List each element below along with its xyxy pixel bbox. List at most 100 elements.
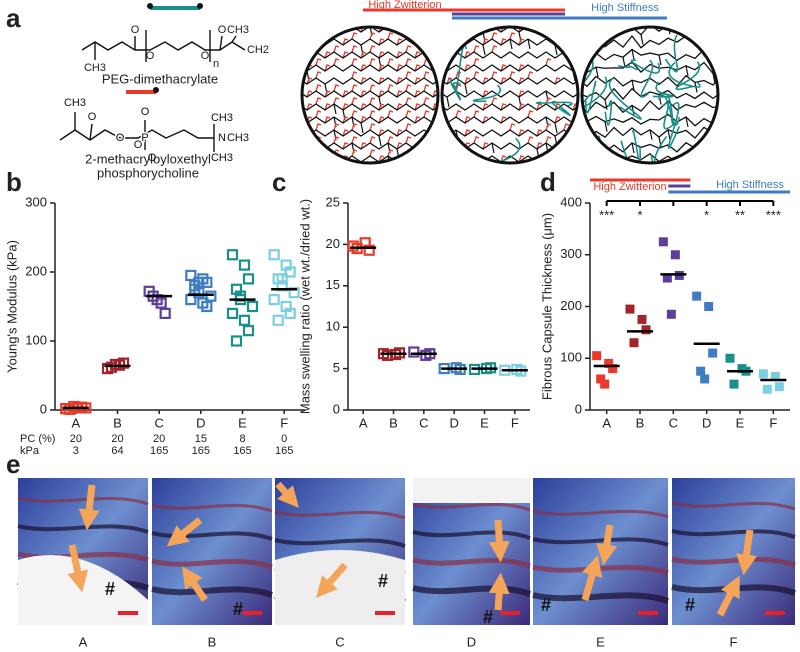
atom-label: N: [218, 132, 226, 144]
zwitterion: [315, 110, 322, 118]
chain: [302, 38, 438, 46]
zwitterion: [545, 123, 552, 131]
panel-label: b: [6, 167, 22, 197]
crosslink: [685, 65, 689, 76]
zwitterion: [342, 103, 349, 111]
histology-image: [152, 478, 272, 625]
y-tick-label: 100: [560, 350, 582, 365]
zwitterion: [333, 58, 340, 66]
zwitterion: [464, 129, 471, 137]
zwitterion: [528, 20, 533, 26]
x-tick-label: F: [769, 415, 777, 430]
zwitterion: [510, 20, 515, 26]
image-label: E: [596, 634, 605, 649]
crosslink: [446, 148, 450, 160]
chain: [302, 116, 438, 124]
atom-label: CH3: [84, 62, 106, 74]
lumen: [275, 550, 405, 625]
peg-chain: [664, 34, 679, 73]
crosslink: [622, 57, 626, 68]
zwitterion: [316, 20, 321, 26]
zwitterion: [423, 136, 430, 144]
zwitterion: [298, 20, 303, 26]
y-tick-label: 200: [560, 298, 582, 313]
zwitterion: [360, 90, 367, 98]
zwitterion: [482, 38, 489, 46]
crosslink: [595, 67, 599, 78]
range-label: High Stiffness: [716, 179, 784, 191]
zwitterion: [351, 32, 358, 40]
zwitterion: [333, 45, 340, 53]
tissue-band: [274, 538, 406, 548]
data-point: [596, 374, 606, 384]
crosslink: [298, 104, 300, 114]
zwitterion: [302, 45, 304, 53]
zwitterion: [554, 77, 561, 85]
y-tick-label: 0: [333, 401, 340, 416]
zwitterion: [536, 129, 543, 137]
atom-label: O: [146, 50, 155, 62]
crosslink: [333, 103, 337, 115]
x-tick-label: D: [196, 415, 205, 430]
zwitterion: [315, 123, 322, 131]
atom-label: O: [116, 132, 125, 144]
zwitterion: [315, 58, 322, 66]
zwitterion: [387, 136, 394, 144]
region-marker: #: [685, 595, 695, 615]
y-tick-label: 5: [333, 360, 340, 375]
atom-label: CH3: [227, 132, 249, 144]
y-tick-label: 300: [25, 194, 47, 209]
tissue-band: [17, 551, 149, 563]
zwitterion: [482, 103, 489, 111]
crosslink: [631, 80, 635, 91]
zwitterion: [563, 136, 570, 144]
data-point: [708, 348, 718, 358]
zwitterion: [396, 103, 403, 111]
data-point: [268, 294, 280, 306]
peg-chain: [487, 137, 521, 163]
zwitterion: [491, 97, 498, 105]
crosslink: [703, 155, 707, 163]
zwitterion: [500, 155, 507, 163]
zwitterion: [414, 77, 421, 85]
table-row-label: PC (%): [20, 433, 55, 445]
data-point: [185, 269, 197, 282]
panel-label: d: [540, 167, 556, 197]
data-point: [284, 266, 296, 278]
arrow: [67, 544, 89, 593]
arrow: [275, 481, 299, 508]
chain: [442, 129, 578, 137]
zwitterion: [554, 155, 561, 163]
zwitterion: [536, 103, 543, 111]
table-cell: 3: [73, 445, 79, 457]
zwitterion: [473, 58, 480, 66]
peg-chain: [604, 99, 613, 126]
network-circle: [298, 20, 438, 163]
table-cell: 165: [150, 445, 168, 457]
zwitterion: [455, 149, 462, 157]
zwitterion: [500, 38, 507, 46]
data-point: [201, 300, 213, 313]
molecule-name: phosphorycholine: [97, 165, 199, 180]
chain: [582, 27, 718, 36]
data-point: [692, 291, 702, 301]
peg-chain: [535, 101, 573, 107]
arrow: [78, 484, 100, 531]
data-point: [704, 302, 714, 311]
data-point: [276, 273, 288, 285]
zwitterion: [582, 150, 587, 156]
zwitterion: [405, 45, 412, 53]
chain: [582, 48, 718, 62]
peg-chain: [630, 59, 661, 74]
arrow: [736, 529, 757, 576]
zwitterion: [351, 136, 358, 144]
zwitterion: [438, 20, 443, 26]
crosslink: [298, 78, 300, 88]
zwitterion: [306, 103, 313, 111]
zwitterion: [306, 27, 313, 33]
x-tick-label: B: [113, 415, 122, 430]
image-label: F: [730, 634, 738, 649]
zwitterion: [360, 27, 367, 33]
zwitterion: [455, 71, 462, 79]
zwitterion: [423, 149, 430, 157]
